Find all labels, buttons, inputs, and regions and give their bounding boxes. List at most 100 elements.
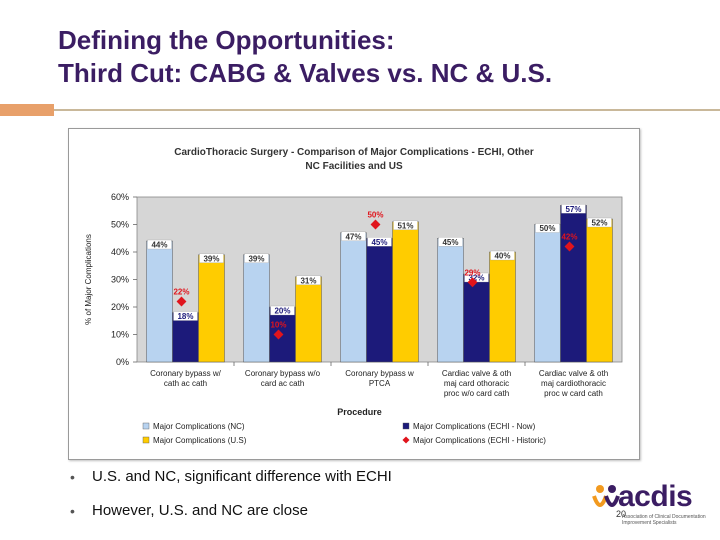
accent-bar	[0, 104, 54, 116]
legend-swatch	[142, 436, 150, 444]
data-label: 29%	[464, 268, 480, 277]
bar	[392, 221, 419, 363]
logo-wordmark: acdis	[618, 480, 693, 513]
data-label-box	[296, 275, 321, 285]
x-tick-label: Coronary bypass w	[345, 369, 414, 378]
x-tick-label: card ac cath	[261, 379, 305, 388]
x-tick-label: proc w card cath	[544, 389, 603, 398]
bar	[146, 240, 173, 363]
bar	[586, 218, 613, 363]
x-axis-label: Procedure	[337, 407, 382, 417]
data-label: 50%	[367, 211, 383, 220]
data-label: 45%	[371, 238, 387, 247]
data-label: 50%	[539, 224, 555, 233]
bar	[560, 205, 587, 363]
legend-label: Major Complications (ECHI - Now)	[413, 422, 536, 431]
data-label: 39%	[203, 254, 219, 263]
data-label-box	[199, 253, 224, 263]
x-tick-label: Coronary bypass w/	[150, 369, 221, 378]
y-tick-label: 50%	[111, 220, 129, 230]
data-label: 10%	[270, 321, 286, 330]
bar	[366, 238, 393, 363]
y-tick-label: 20%	[111, 302, 129, 312]
slide-title-line-2: Third Cut: CABG & Valves vs. NC & U.S.	[58, 58, 553, 88]
data-label: 42%	[561, 233, 577, 242]
bullet-text: U.S. and NC, significant difference with…	[92, 468, 392, 485]
historic-marker	[370, 219, 381, 230]
legend-swatch	[402, 436, 410, 444]
legend-swatch	[402, 422, 410, 430]
data-label-box	[173, 311, 198, 321]
x-tick-label: Cardiac valve & oth	[442, 369, 511, 378]
data-label: 44%	[151, 241, 167, 250]
bullet-item: • However, U.S. and NC are close	[70, 502, 550, 520]
historic-marker	[564, 241, 575, 252]
logo-people-icon	[592, 485, 620, 507]
data-label: 18%	[177, 312, 193, 321]
data-label: 45%	[442, 238, 458, 247]
bullet-list: • U.S. and NC, significant difference wit…	[70, 468, 550, 536]
legend-swatch	[142, 422, 150, 430]
legend-label: Major Complications (ECHI - Historic)	[413, 436, 546, 445]
data-label-box	[147, 239, 172, 250]
page-number: 20	[616, 509, 627, 519]
bar	[463, 273, 490, 363]
data-label-box	[341, 231, 366, 241]
bar	[489, 251, 516, 363]
data-label: 39%	[248, 254, 264, 263]
x-tick-label: PTCA	[369, 379, 391, 388]
data-label-box	[535, 223, 560, 233]
y-tick-label: 60%	[111, 192, 129, 202]
y-tick-label: 40%	[111, 247, 129, 257]
x-tick-label: Coronary bypass w/o	[245, 369, 321, 378]
bullet-icon: •	[70, 503, 75, 519]
slide-title: Defining the Opportunities: Third Cut: C…	[58, 24, 698, 90]
data-label: 40%	[494, 252, 510, 261]
data-label-box	[270, 305, 295, 316]
data-label-box	[393, 220, 418, 230]
x-tick-label: maj cardiothoracic	[541, 379, 606, 388]
data-label-box	[367, 237, 392, 247]
bar	[340, 232, 367, 363]
data-label: 31%	[300, 276, 316, 285]
bullet-text: However, U.S. and NC are close	[92, 502, 308, 519]
y-tick-label: 30%	[111, 275, 129, 285]
logo-subtitle: Association of Clinical Documentation Im…	[622, 514, 706, 526]
data-label: 57%	[565, 205, 581, 214]
y-tick-label: 0%	[116, 357, 129, 367]
data-label: 22%	[173, 288, 189, 297]
bar	[534, 224, 561, 363]
data-label-box	[587, 217, 612, 228]
chart-title: CardioThoracic Surgery - Comparison of M…	[174, 147, 534, 158]
bullet-item: • U.S. and NC, significant difference wit…	[70, 468, 550, 486]
bullet-icon: •	[70, 469, 75, 485]
x-tick-label: maj card othoracic	[444, 379, 509, 388]
data-label: 47%	[345, 232, 361, 241]
bar	[243, 254, 270, 363]
title-divider	[54, 109, 720, 111]
bar	[295, 276, 322, 363]
data-label: 52%	[591, 219, 607, 228]
bar	[198, 254, 225, 363]
x-tick-label: Cardiac valve & oth	[539, 369, 608, 378]
data-label: 51%	[397, 221, 413, 230]
chart: CardioThoracic Surgery - Comparison of M…	[84, 147, 623, 445]
slide-title-line-1: Defining the Opportunities:	[58, 25, 395, 55]
chart-title: NC Facilities and US	[305, 161, 403, 172]
data-label-box	[561, 204, 586, 214]
legend-label: Major Complications (NC)	[153, 422, 245, 431]
data-label-box	[490, 250, 515, 261]
data-label: 20%	[274, 307, 290, 316]
data-label-box	[438, 237, 463, 247]
bar	[172, 312, 199, 363]
legend-label: Major Complications (U.S)	[153, 436, 247, 445]
data-label: 32%	[468, 274, 484, 283]
chart-frame: CardioThoracic Surgery - Comparison of M…	[68, 128, 640, 460]
acdis-logo: acdis Association of Clinical Documentat…	[592, 480, 710, 536]
data-label-box	[244, 253, 269, 263]
historic-marker	[176, 296, 187, 307]
y-tick-label: 10%	[111, 330, 129, 340]
bar	[437, 238, 464, 363]
x-tick-label: proc w/o card cath	[444, 389, 509, 398]
y-axis-label: % of Major Complications	[84, 234, 93, 325]
